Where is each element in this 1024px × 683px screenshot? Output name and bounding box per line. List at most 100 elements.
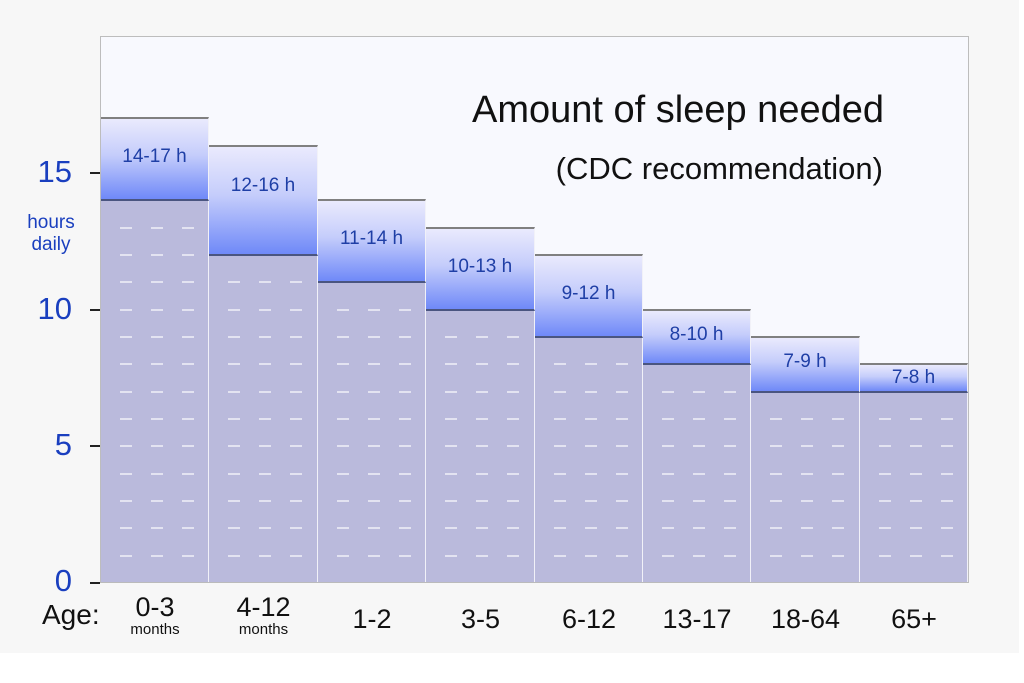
grid-dash-row [318, 527, 425, 530]
x-axis-prefix: Age: [42, 599, 100, 630]
bar-range-segment: 7-9 h [751, 336, 860, 393]
bar-range-label: 9-12 h [561, 283, 616, 305]
bar-min-segment [426, 309, 535, 583]
y-tick-15 [90, 172, 100, 174]
grid-dash-row [209, 418, 317, 421]
x-label-main: 6-12 [561, 604, 617, 634]
y-label-0: 0 [54, 563, 72, 598]
grid-dash-row [535, 390, 642, 393]
grid-dash-row [101, 308, 208, 311]
grid-dash-row [535, 500, 642, 503]
x-label-sub: months [130, 621, 180, 638]
x-label-main: 1-2 [352, 604, 392, 634]
grid-dash-row [751, 445, 859, 448]
grid-dash-row [535, 554, 642, 557]
grid-dash-row [535, 527, 642, 530]
grid-dash-row [426, 363, 534, 366]
grid-dash-row [318, 472, 425, 475]
bar-column: 9-12 h [535, 254, 643, 583]
grid-dash-row [860, 554, 967, 557]
bar-range-segment: 14-17 h [101, 117, 209, 202]
grid-dash-row [318, 500, 425, 503]
y-tick-10 [90, 309, 100, 311]
grid-dash-row [101, 254, 208, 257]
y-label-10: 10 [37, 291, 72, 326]
x-axis-label: 6-12 [535, 592, 643, 634]
grid-dash-row [643, 500, 750, 503]
x-label-main: 18-64 [770, 604, 841, 634]
grid-dash-row [209, 445, 317, 448]
grid-dash-row [101, 472, 208, 475]
grid-dash-row [535, 418, 642, 421]
y-label-5: 5 [54, 427, 72, 462]
bar-min-segment [209, 255, 318, 583]
grid-dash-row [318, 554, 425, 557]
grid-dash-row [209, 390, 317, 393]
grid-dash-row [751, 554, 859, 557]
bar-min-segment [101, 200, 209, 583]
grid-dash-row [209, 308, 317, 311]
grid-dash-row [101, 363, 208, 366]
grid-dash-row [101, 445, 208, 448]
x-axis-label: 65+ [860, 592, 968, 634]
chart-subtitle: (CDC recommendation) [555, 151, 883, 186]
grid-dash-row [318, 336, 425, 339]
bar-min-segment [751, 391, 860, 583]
x-label-main: 4-12 [236, 592, 291, 622]
grid-dash-row [535, 445, 642, 448]
bar-column: 12-16 h [209, 144, 318, 583]
grid-dash-row [318, 445, 425, 448]
x-label-sub: months [238, 621, 289, 638]
bar-range-segment: 10-13 h [426, 226, 535, 311]
bar-column: 10-13 h [426, 226, 535, 583]
bar-min-segment [643, 364, 751, 583]
bar-range-label: 8-10 h [669, 324, 724, 346]
grid-dash-row [318, 418, 425, 421]
bar-min-segment [860, 391, 968, 583]
grid-dash-row [751, 527, 859, 530]
grid-dash-row [318, 308, 425, 311]
grid-dash-row [535, 472, 642, 475]
grid-dash-row [643, 390, 750, 393]
bar-range-label: 7-8 h [891, 367, 936, 389]
plot-area: Amount of sleep needed (CDC recommendati… [100, 36, 969, 583]
bar-range-segment: 12-16 h [209, 144, 318, 257]
grid-dash-row [101, 500, 208, 503]
y-axis-title-line1: hours [27, 212, 75, 233]
grid-dash-row [209, 336, 317, 339]
grid-dash-row [318, 363, 425, 366]
grid-dash-row [426, 445, 534, 448]
x-axis-label: 1-2 [318, 592, 426, 634]
grid-dash-row [860, 500, 967, 503]
chart-title: Amount of sleep needed [472, 89, 884, 131]
x-label-main: 65+ [891, 604, 937, 634]
grid-dash-row [209, 527, 317, 530]
bar-column: 8-10 h [643, 308, 751, 583]
grid-dash-row [101, 281, 208, 284]
grid-dash-row [860, 472, 967, 475]
grid-dash-row [751, 500, 859, 503]
x-axis-label: 0-3 months [101, 592, 209, 638]
grid-dash-row [209, 500, 317, 503]
bar-column: 11-14 h [318, 199, 426, 583]
grid-dash-row [860, 445, 967, 448]
bar-range-segment: 11-14 h [318, 199, 426, 284]
bar-range-segment: 7-8 h [860, 363, 968, 393]
x-axis-label: 13-17 [643, 592, 751, 634]
grid-dash-row [751, 418, 859, 421]
chart-canvas: Amount of sleep needed (CDC recommendati… [27, 36, 969, 638]
grid-dash-row [426, 500, 534, 503]
grid-dash-row [209, 281, 317, 284]
bar-min-segment [318, 282, 426, 583]
grid-dash-row [643, 527, 750, 530]
bar-column: 7-8 h [860, 363, 968, 583]
x-label-main: 0-3 [135, 592, 175, 622]
grid-dash-row [318, 390, 425, 393]
grid-dash-row [209, 472, 317, 475]
bar-range-label: 10-13 h [447, 255, 513, 277]
grid-dash-row [426, 336, 534, 339]
grid-dash-row [101, 336, 208, 339]
grid-dash-row [426, 527, 534, 530]
y-tick-0 [90, 582, 100, 584]
x-axis-label: 4-12 months [209, 592, 318, 638]
